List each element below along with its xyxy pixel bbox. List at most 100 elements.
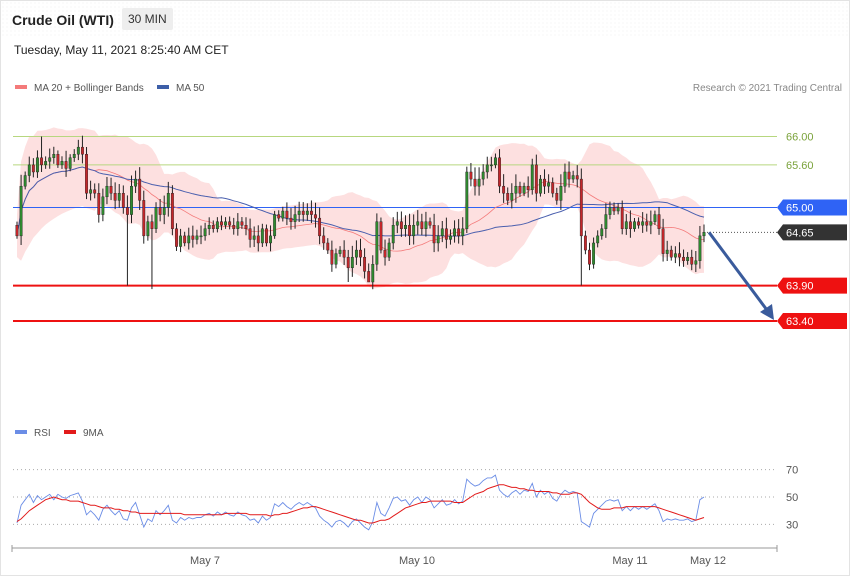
candle-body bbox=[412, 225, 416, 237]
candle-body bbox=[665, 249, 669, 254]
candle-body bbox=[154, 207, 158, 229]
legend-swatch-rsi bbox=[15, 430, 27, 434]
candle-body bbox=[121, 193, 125, 208]
candle-body bbox=[628, 221, 632, 229]
rsi-ma-line bbox=[16, 484, 705, 524]
candle-body bbox=[23, 175, 27, 187]
candle-body bbox=[416, 221, 420, 226]
candle-body bbox=[489, 164, 493, 167]
candle-body bbox=[211, 225, 215, 229]
candle-body bbox=[404, 225, 407, 229]
forecast-arrowhead bbox=[760, 304, 774, 321]
candle-body bbox=[285, 210, 289, 219]
candle-body bbox=[444, 228, 448, 240]
candle-body bbox=[81, 146, 84, 155]
candle-body bbox=[608, 207, 612, 215]
candle-body bbox=[559, 185, 563, 201]
candle-body bbox=[338, 249, 342, 254]
candle-body bbox=[195, 235, 199, 240]
candle-body bbox=[289, 217, 293, 222]
candle-body bbox=[383, 249, 387, 258]
candle-body bbox=[342, 249, 346, 258]
candle-body bbox=[146, 221, 150, 237]
candle-body bbox=[592, 242, 596, 265]
candle-body bbox=[678, 253, 681, 258]
candle-body bbox=[694, 260, 698, 265]
candle-body bbox=[420, 221, 424, 229]
candle-body bbox=[653, 214, 657, 222]
timeframe-badge[interactable]: 30 MIN bbox=[122, 8, 173, 30]
level-label: 65.60 bbox=[786, 160, 814, 172]
candle-body bbox=[453, 228, 456, 237]
candle-body bbox=[620, 207, 624, 229]
chart-header: Crude Oil (WTI) 30 MIN bbox=[1, 1, 849, 37]
candle-body bbox=[318, 217, 322, 237]
candle-body bbox=[220, 221, 223, 226]
x-tick-label: May 11 bbox=[612, 555, 647, 567]
candle-body bbox=[85, 154, 88, 194]
candle-body bbox=[322, 235, 326, 244]
legend-label-rsi: RSI bbox=[34, 428, 51, 439]
candle-body bbox=[657, 214, 661, 229]
candle-body bbox=[97, 193, 101, 215]
candle-body bbox=[244, 225, 248, 229]
candle-body bbox=[600, 228, 604, 237]
price-tag bbox=[777, 199, 847, 216]
candle-body bbox=[301, 210, 305, 215]
candle-body bbox=[649, 221, 653, 226]
candle-body bbox=[330, 249, 334, 265]
legend-label-rsi-ma: 9MA bbox=[83, 428, 104, 439]
candle-body bbox=[183, 235, 187, 244]
candle-body bbox=[579, 178, 583, 237]
candle-body bbox=[391, 225, 395, 244]
candle-body bbox=[269, 235, 272, 244]
candle-body bbox=[31, 164, 35, 173]
candle-body bbox=[633, 221, 636, 229]
candle-body bbox=[346, 256, 350, 269]
candle-body bbox=[265, 228, 268, 244]
candle-body bbox=[256, 235, 260, 244]
legend-label-ma20: MA 20 + Bollinger Bands bbox=[34, 83, 144, 94]
candle-body bbox=[424, 221, 428, 229]
candle-body bbox=[612, 207, 616, 212]
candle-body bbox=[624, 221, 628, 229]
timestamp: Tuesday, May 11, 2021 8:25:40 AM CET bbox=[14, 43, 229, 57]
candle-body bbox=[387, 242, 391, 258]
candle-body bbox=[64, 161, 68, 169]
candle-body bbox=[252, 235, 256, 240]
candle-body bbox=[481, 171, 485, 180]
candle-body bbox=[191, 235, 195, 240]
candle-body bbox=[449, 235, 452, 240]
candle-body bbox=[175, 228, 178, 247]
candle-body bbox=[502, 185, 506, 194]
candle-body bbox=[125, 207, 129, 215]
candle-body bbox=[240, 221, 244, 226]
candle-body bbox=[170, 193, 174, 229]
candle-body bbox=[690, 256, 694, 265]
candle-body bbox=[637, 221, 640, 226]
candle-body bbox=[207, 225, 211, 229]
candle-body bbox=[375, 221, 379, 265]
x-tick-label: May 12 bbox=[690, 555, 726, 567]
candle-body bbox=[698, 235, 702, 261]
candle-body bbox=[457, 228, 461, 237]
candle-body bbox=[248, 228, 252, 240]
candle-body bbox=[93, 189, 97, 194]
candle-body bbox=[432, 225, 436, 244]
candle-body bbox=[166, 193, 170, 208]
price-tag bbox=[777, 277, 847, 294]
candle-body bbox=[228, 221, 232, 226]
candle-body bbox=[510, 193, 514, 201]
candle-body bbox=[363, 256, 367, 272]
candle-body bbox=[89, 189, 93, 194]
candle-body bbox=[563, 171, 567, 187]
candle-body bbox=[187, 235, 191, 244]
candle-body bbox=[379, 221, 383, 251]
candle-body bbox=[616, 207, 620, 212]
candle-body bbox=[215, 221, 219, 229]
candle-body bbox=[334, 253, 338, 265]
candle-body bbox=[354, 249, 358, 258]
candle-body bbox=[203, 228, 207, 237]
